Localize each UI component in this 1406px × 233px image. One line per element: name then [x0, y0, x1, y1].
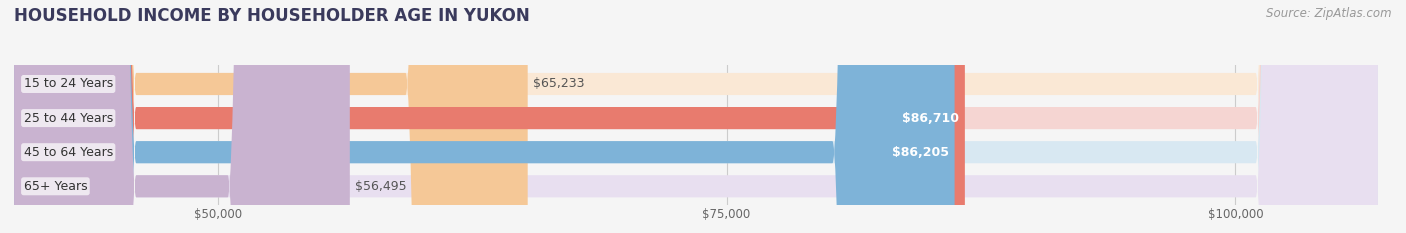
- Text: HOUSEHOLD INCOME BY HOUSEHOLDER AGE IN YUKON: HOUSEHOLD INCOME BY HOUSEHOLDER AGE IN Y…: [14, 7, 530, 25]
- Text: $65,233: $65,233: [533, 78, 585, 90]
- Text: 65+ Years: 65+ Years: [24, 180, 87, 193]
- Text: $86,710: $86,710: [903, 112, 959, 125]
- FancyBboxPatch shape: [14, 0, 1378, 233]
- FancyBboxPatch shape: [14, 0, 1378, 233]
- Text: 45 to 64 Years: 45 to 64 Years: [24, 146, 112, 159]
- FancyBboxPatch shape: [14, 0, 350, 233]
- Text: 25 to 44 Years: 25 to 44 Years: [24, 112, 112, 125]
- FancyBboxPatch shape: [14, 0, 1378, 233]
- Text: $56,495: $56,495: [356, 180, 406, 193]
- FancyBboxPatch shape: [14, 0, 527, 233]
- Text: 15 to 24 Years: 15 to 24 Years: [24, 78, 112, 90]
- FancyBboxPatch shape: [14, 0, 965, 233]
- Text: Source: ZipAtlas.com: Source: ZipAtlas.com: [1267, 7, 1392, 20]
- Text: $86,205: $86,205: [893, 146, 949, 159]
- FancyBboxPatch shape: [14, 0, 1378, 233]
- FancyBboxPatch shape: [14, 0, 955, 233]
